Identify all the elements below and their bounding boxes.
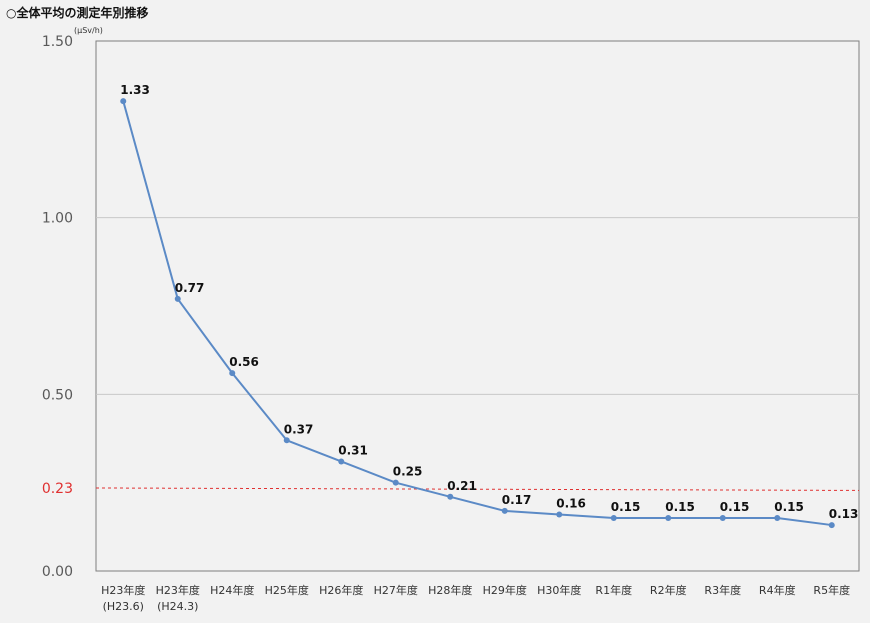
y-tick-label: 0.50 <box>42 387 73 403</box>
data-point <box>447 493 454 500</box>
x-tick-label: (H23.6) <box>103 600 144 613</box>
data-label: 0.25 <box>393 465 423 479</box>
data-label: 0.17 <box>502 493 532 507</box>
data-label: 1.33 <box>120 83 150 97</box>
data-label: 0.15 <box>720 500 750 514</box>
data-label: 0.56 <box>229 355 259 369</box>
x-tick-label: R5年度 <box>813 583 850 597</box>
data-label: 0.77 <box>175 281 205 295</box>
y-tick-label: 1.50 <box>42 34 73 50</box>
x-tick-label: H29年度 <box>483 583 527 597</box>
unit-label: (μSv/h) <box>74 26 103 35</box>
y-tick-label: 0.00 <box>42 564 73 580</box>
data-label: 0.15 <box>665 500 695 514</box>
x-tick-label: R2年度 <box>650 583 687 597</box>
plot-area <box>95 40 860 572</box>
reference-line <box>95 487 860 491</box>
data-point <box>556 511 563 518</box>
page-title: ○全体平均の測定年別推移 <box>6 6 149 20</box>
x-tick-label: H23年度 <box>101 583 145 597</box>
data-label: 0.16 <box>556 496 586 510</box>
data-point <box>719 515 726 521</box>
reference-line-label: 0.23 <box>42 481 73 497</box>
data-point <box>774 515 781 521</box>
x-tick-label: H25年度 <box>265 583 309 597</box>
x-tick-label: H24年度 <box>210 583 254 597</box>
x-tick-label: R1年度 <box>595 583 632 597</box>
data-point <box>283 437 290 444</box>
data-point <box>174 295 181 302</box>
data-label: 0.37 <box>284 422 314 436</box>
data-label: 0.15 <box>611 500 641 514</box>
data-point <box>392 479 399 486</box>
x-tick-label: R3年度 <box>704 583 741 597</box>
data-point <box>120 98 127 105</box>
data-label: 0.31 <box>338 443 368 457</box>
x-tick-label: H30年度 <box>537 583 581 597</box>
x-tick-label: H27年度 <box>374 583 418 597</box>
data-point <box>501 507 508 514</box>
data-point <box>828 522 835 529</box>
x-tick-label: H23年度 <box>156 583 200 597</box>
x-tick-label: (H24.3) <box>157 600 198 613</box>
x-tick-label: H26年度 <box>319 583 363 597</box>
data-label: 0.15 <box>774 500 804 514</box>
data-point <box>610 515 617 521</box>
x-tick-label: R4年度 <box>759 583 796 597</box>
series-line <box>122 100 832 527</box>
y-tick-label: 1.00 <box>42 211 73 227</box>
data-label: 0.13 <box>829 507 859 521</box>
x-tick-label: H28年度 <box>428 583 472 597</box>
data-point <box>665 515 672 521</box>
data-point <box>229 370 236 377</box>
data-label: 0.21 <box>447 479 477 493</box>
data-point <box>338 458 345 465</box>
